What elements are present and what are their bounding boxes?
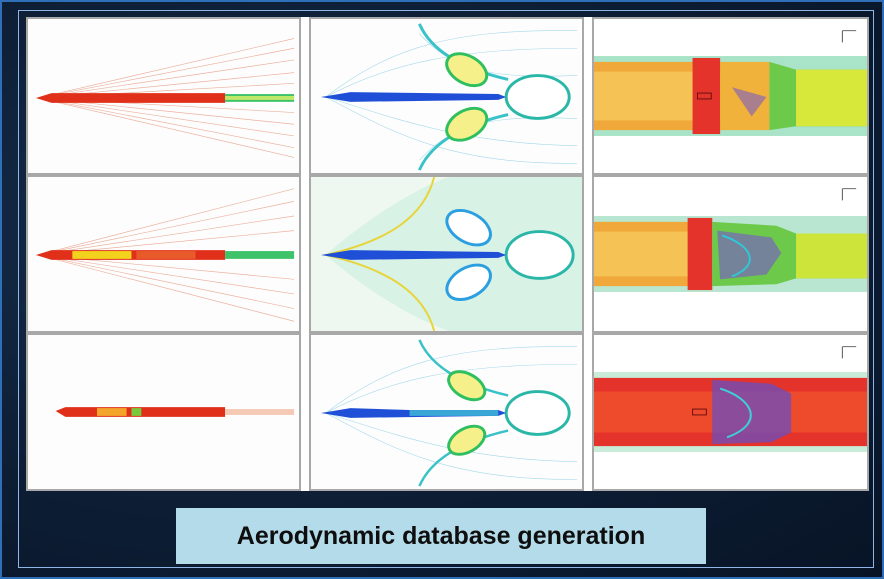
cfd-panel-r1-c3 [592,17,869,175]
cfd-panel-r1-c1 [26,17,301,175]
inner-border [18,10,874,568]
cfd-panel-r2-c2 [309,175,584,333]
cfd-panel-r2-c1 [26,175,301,333]
cfd-panel-r3-c2 [309,333,584,491]
cfd-image-grid [26,17,869,491]
cfd-panel-r3-c3 [592,333,869,491]
cfd-panel-r3-c1 [26,333,301,491]
caption-text: Aerodynamic database generation [236,521,646,550]
caption-box: Aerodynamic database generation [176,508,706,564]
cfd-panel-r1-c2 [309,17,584,175]
cfd-panel-r2-c3 [592,175,869,333]
